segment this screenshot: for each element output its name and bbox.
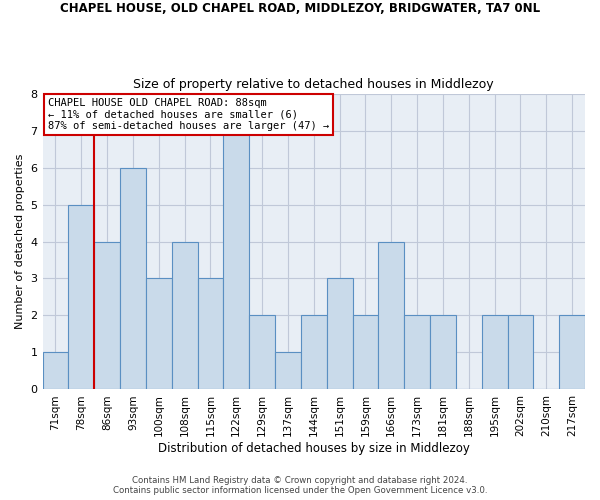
Bar [301,316,326,390]
Y-axis label: Number of detached properties: Number of detached properties [15,154,25,329]
Text: Contains HM Land Registry data © Crown copyright and database right 2024.
Contai: Contains HM Land Registry data © Crown c… [113,476,487,495]
Bar [508,316,533,390]
Bar [249,316,275,390]
Text: CHAPEL HOUSE OLD CHAPEL ROAD: 88sqm
← 11% of detached houses are smaller (6)
87%: CHAPEL HOUSE OLD CHAPEL ROAD: 88sqm ← 11… [48,98,329,131]
Bar [559,316,585,390]
Title: Size of property relative to detached houses in Middlezoy: Size of property relative to detached ho… [133,78,494,91]
Bar [68,204,94,390]
Bar [379,242,404,390]
X-axis label: Distribution of detached houses by size in Middlezoy: Distribution of detached houses by size … [158,442,470,455]
Bar [482,316,508,390]
Bar [223,130,249,390]
Bar [94,242,120,390]
Bar [275,352,301,390]
Bar [404,316,430,390]
Bar [326,278,353,390]
Bar [120,168,146,390]
Bar [146,278,172,390]
Text: CHAPEL HOUSE, OLD CHAPEL ROAD, MIDDLEZOY, BRIDGWATER, TA7 0NL: CHAPEL HOUSE, OLD CHAPEL ROAD, MIDDLEZOY… [60,2,540,16]
Bar [172,242,197,390]
Bar [43,352,68,390]
Bar [430,316,456,390]
Bar [197,278,223,390]
Bar [353,316,379,390]
